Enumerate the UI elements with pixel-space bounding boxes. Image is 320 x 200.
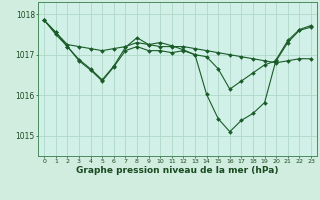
X-axis label: Graphe pression niveau de la mer (hPa): Graphe pression niveau de la mer (hPa)	[76, 166, 279, 175]
